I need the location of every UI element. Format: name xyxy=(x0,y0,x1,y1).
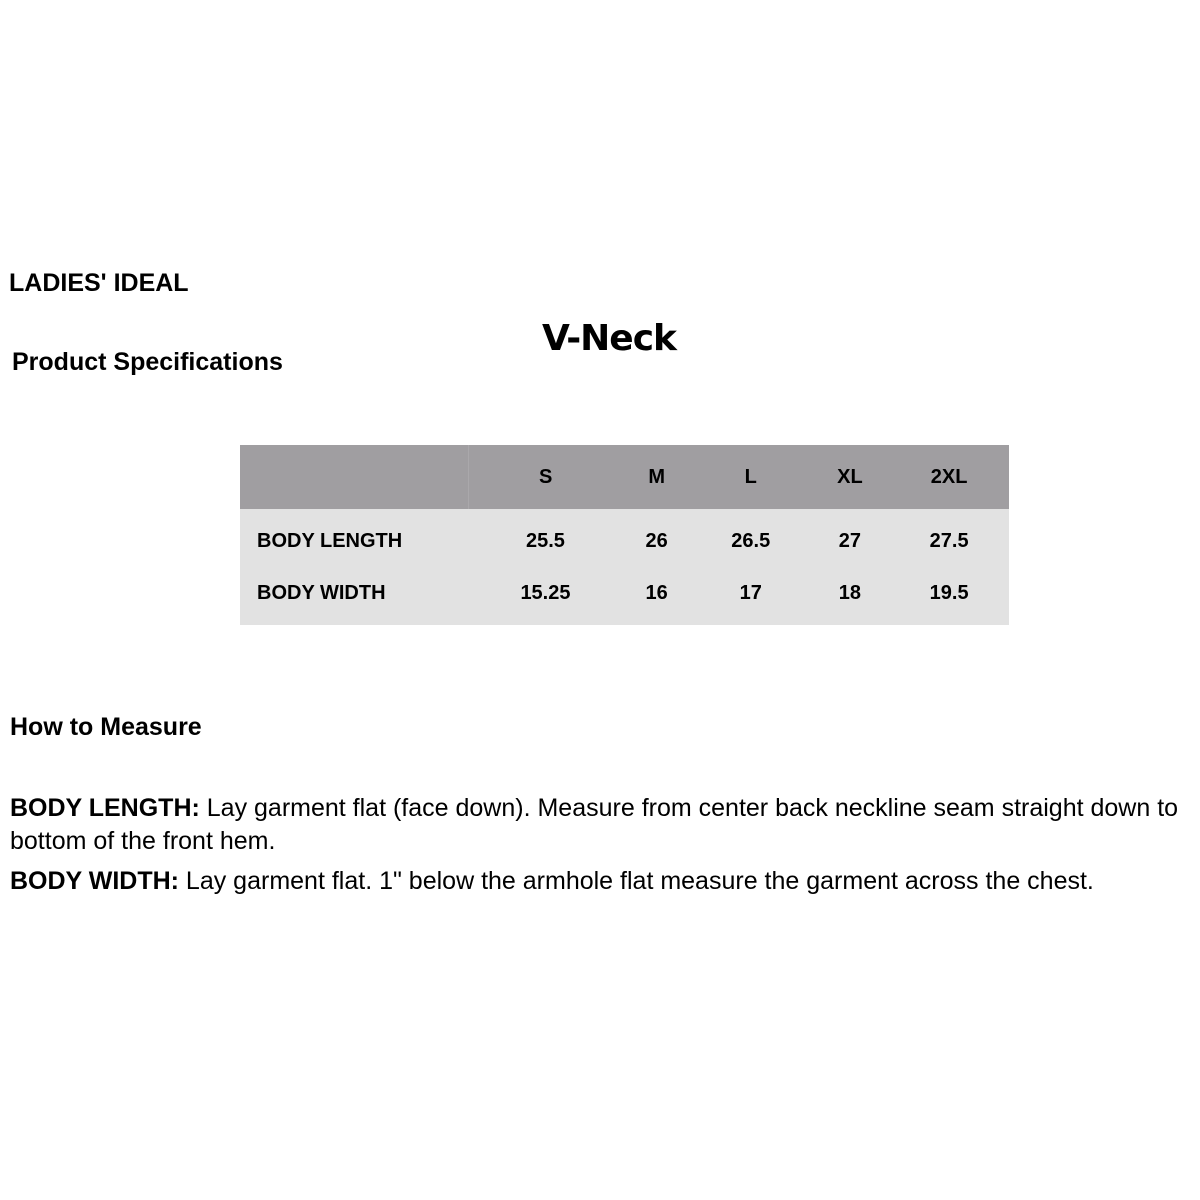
table-cell: 27 xyxy=(810,509,890,567)
row-label: BODY WIDTH xyxy=(240,567,469,625)
body-length-instruction: BODY LENGTH: Lay garment flat (face down… xyxy=(10,792,1200,858)
product-title: V-Neck xyxy=(541,318,677,359)
table-cell: 19.5 xyxy=(889,567,1009,625)
term: BODY WIDTH: xyxy=(10,867,179,895)
size-chart-table: S M L XL 2XL BODY LENGTH 25.5 26 26.5 27… xyxy=(240,445,1009,625)
column-header-xl: XL xyxy=(810,445,890,509)
column-header-s: S xyxy=(468,445,623,509)
table-cell: 26 xyxy=(622,509,691,567)
section-title: Product Specifications xyxy=(12,348,283,376)
table-cell: 18 xyxy=(810,567,890,625)
brand-title: LADIES' IDEAL xyxy=(9,269,189,297)
table-row: BODY LENGTH 25.5 26 26.5 27 27.5 xyxy=(240,509,1009,567)
column-header-2xl: 2XL xyxy=(889,445,1009,509)
description: Lay garment flat. 1" below the armhole f… xyxy=(178,867,1094,895)
body-width-instruction: BODY WIDTH: Lay garment flat. 1" below t… xyxy=(10,865,1200,898)
table-cell: 27.5 xyxy=(889,509,1009,567)
column-header-l: L xyxy=(690,445,811,509)
column-header-m: M xyxy=(622,445,691,509)
row-label: BODY LENGTH xyxy=(240,509,469,567)
how-to-measure-heading: How to Measure xyxy=(10,713,202,741)
table-cell: 26.5 xyxy=(690,509,811,567)
table-cell: 15.25 xyxy=(468,567,623,625)
column-header-blank xyxy=(240,445,469,509)
table-cell: 16 xyxy=(622,567,691,625)
table-header-row: S M L XL 2XL xyxy=(240,445,1009,509)
table-cell: 17 xyxy=(690,567,811,625)
table-row: BODY WIDTH 15.25 16 17 18 19.5 xyxy=(240,567,1009,625)
table-cell: 25.5 xyxy=(468,509,623,567)
term: BODY LENGTH: xyxy=(10,794,200,822)
description: Lay garment flat (face down). Measure fr… xyxy=(10,794,1179,855)
